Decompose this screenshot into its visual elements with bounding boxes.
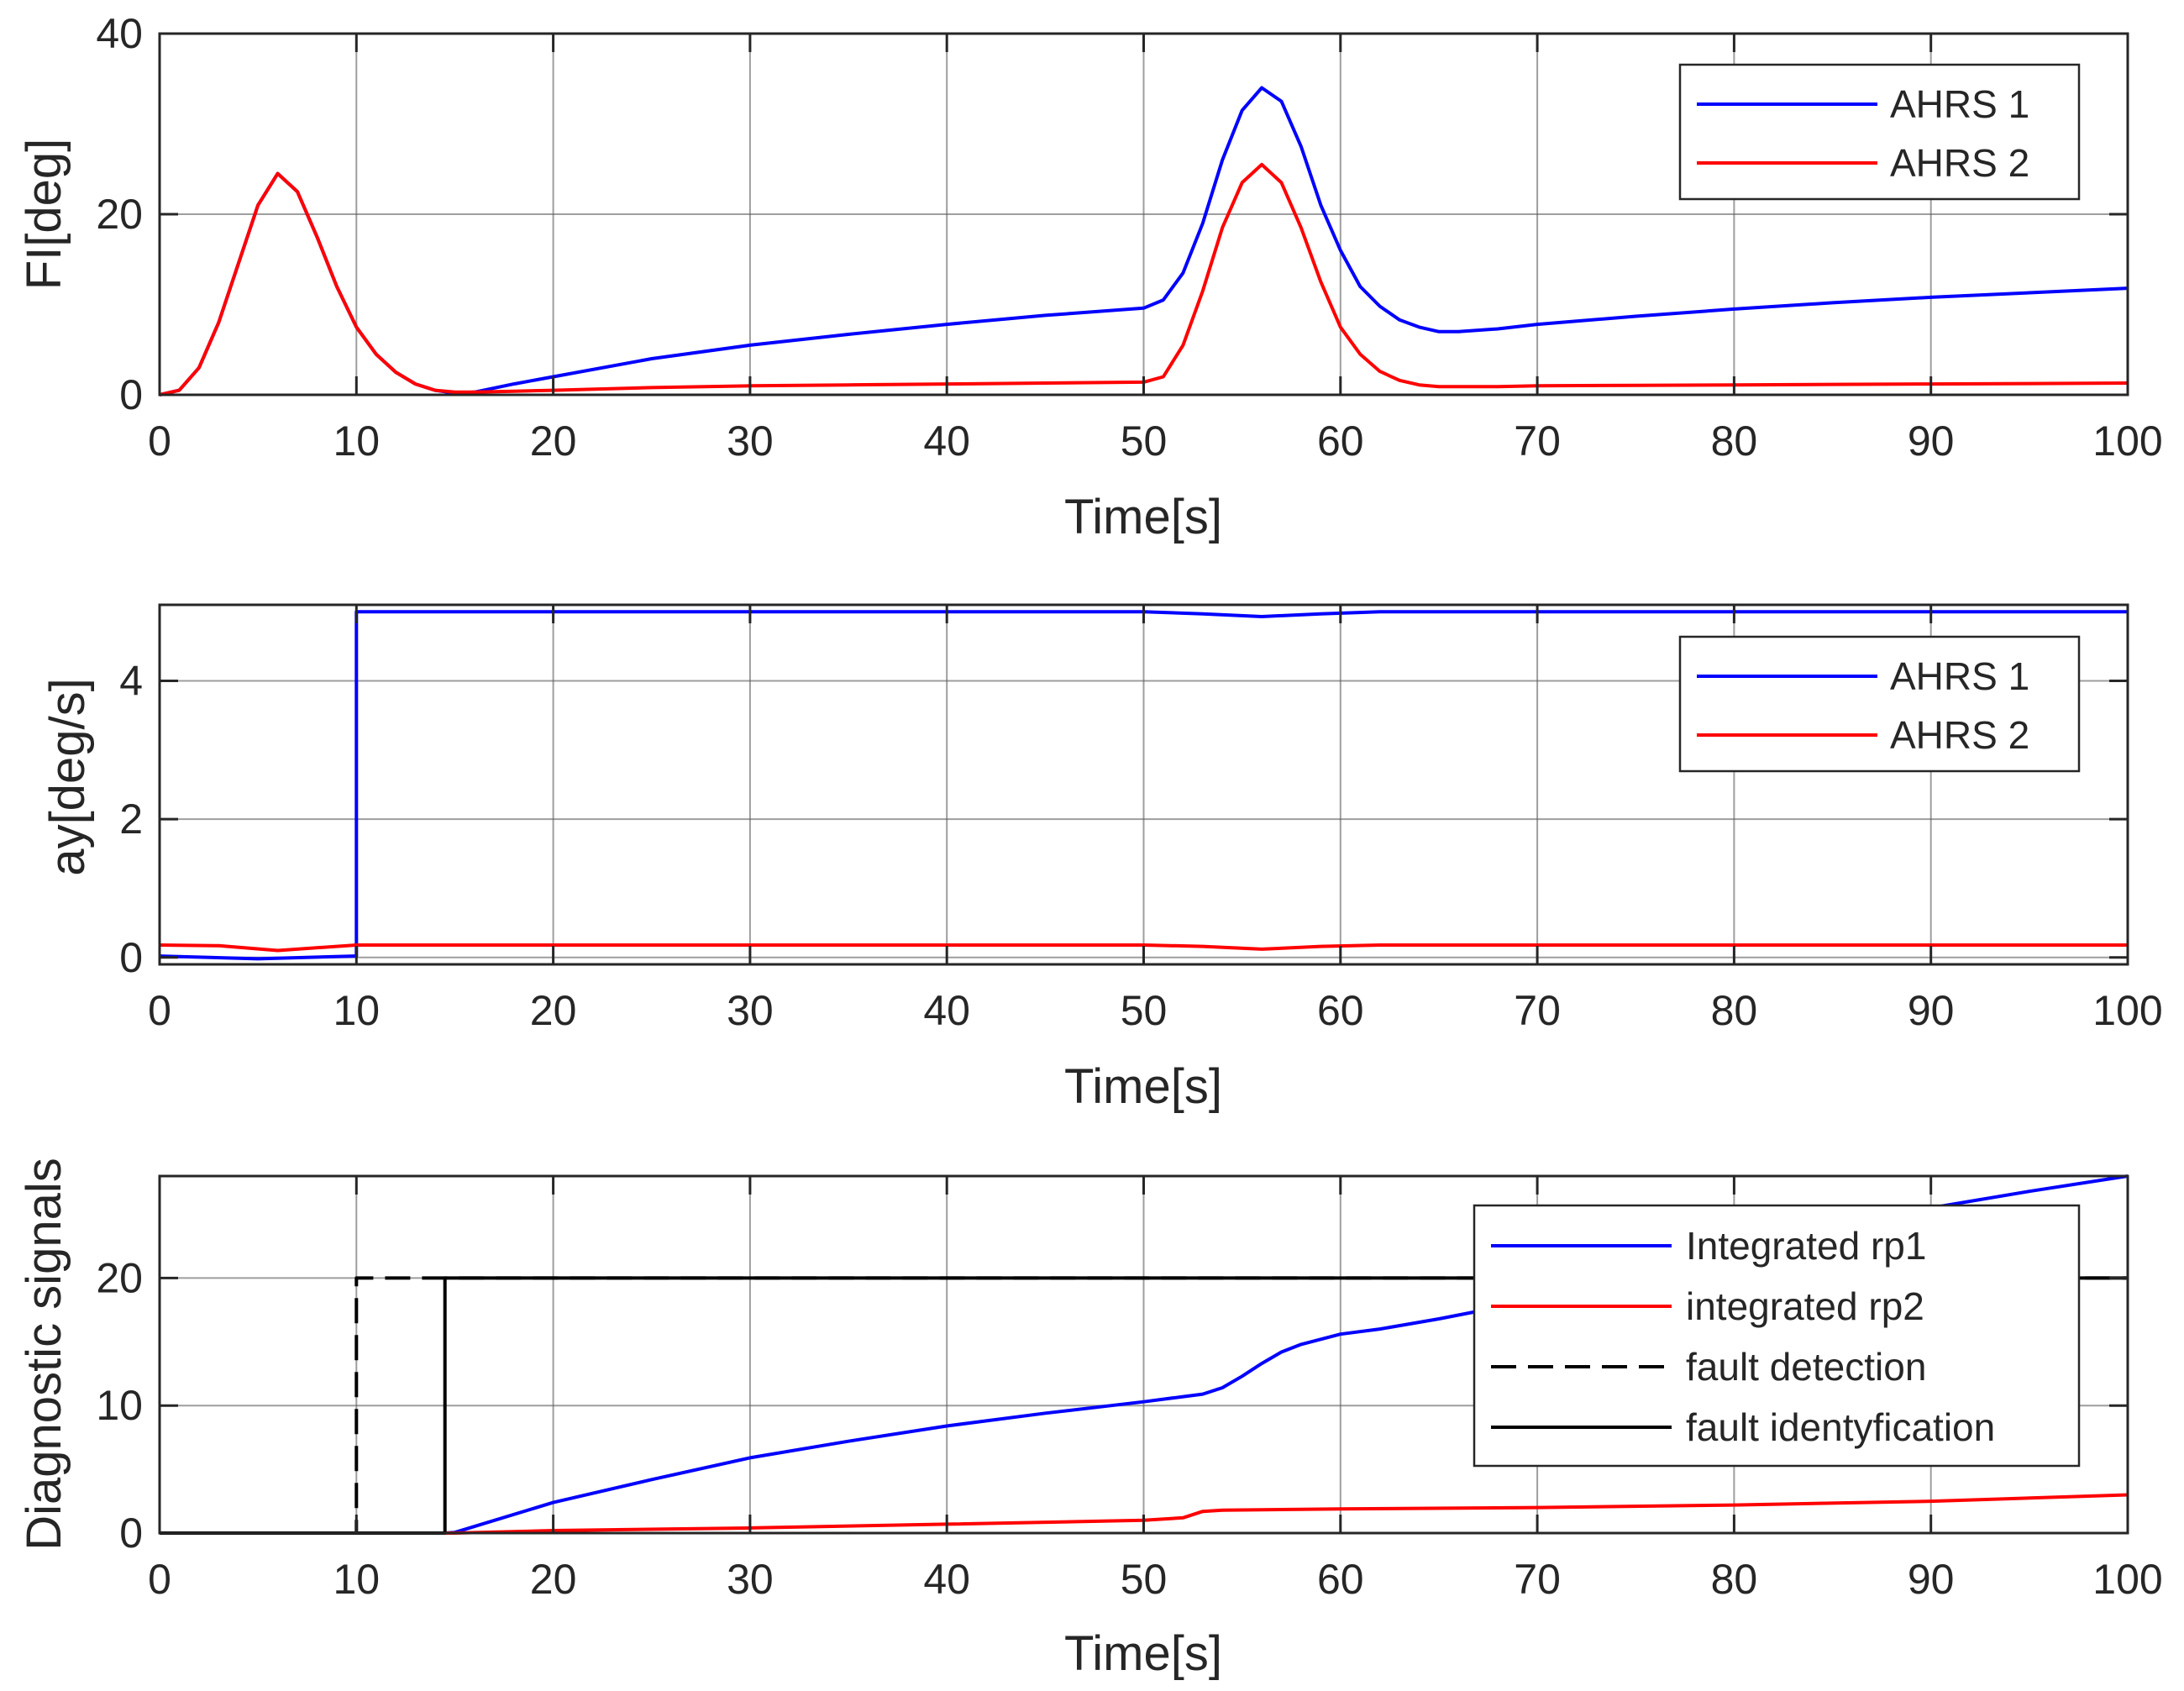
x-tick-label: 20 <box>530 1556 577 1603</box>
tick-marks <box>158 32 2129 396</box>
x-tick-label: 90 <box>1908 417 1955 465</box>
legend-label-ahrs1: AHRS 1 <box>1890 654 2029 698</box>
series-line-ahrs-2 <box>159 943 2128 953</box>
y-tick-label: 0 <box>119 1510 143 1557</box>
x-tick-label: 90 <box>1908 1556 1955 1603</box>
legend-box <box>1678 635 2081 773</box>
y-tick-labels: 0 20 40 <box>96 10 143 418</box>
y-tick-label: 0 <box>119 371 143 418</box>
x-axis-label: Time[s] <box>1064 1626 1222 1681</box>
x-tick-label: 30 <box>727 987 774 1034</box>
x-tick-label: 20 <box>530 417 577 465</box>
legend-label-ahrs1: AHRS 1 <box>1890 82 2029 126</box>
y-axis-label: FI[deg] <box>17 139 71 291</box>
legend-label-ahrs2: AHRS 2 <box>1890 713 2029 757</box>
y-tick-label: 0 <box>119 934 143 981</box>
x-axis-label: Time[s] <box>1064 1059 1222 1114</box>
y-tick-label: 20 <box>96 191 143 238</box>
x-tick-label: 100 <box>2092 987 2162 1034</box>
y-tick-label: 10 <box>96 1382 143 1429</box>
x-tick-label: 70 <box>1514 417 1561 465</box>
x-tick-label: 60 <box>1317 417 1364 465</box>
legend-label-fault-detection: fault detection <box>1686 1345 1926 1389</box>
legend-box <box>1678 63 2081 201</box>
legend: AHRS 1 AHRS 2 <box>1678 635 2081 773</box>
legend-label-ahrs2: AHRS 2 <box>1890 141 2029 185</box>
x-tick-label: 30 <box>727 1556 774 1603</box>
tick-marks <box>158 1176 2129 1535</box>
legend-label-rp1: Integrated rp1 <box>1686 1224 1926 1268</box>
panel-diagnostic: 0 10 20 30 40 50 60 70 80 90 100 0 10 20 Time[s] Dia… <box>17 1158 2163 1681</box>
legend-box <box>1473 1204 2081 1468</box>
legend-label-rp2: integrated rp2 <box>1686 1284 1924 1328</box>
x-tick-labels: 0 10 20 30 40 50 60 70 80 90 100 <box>148 1556 2163 1603</box>
x-tick-label: 0 <box>148 1556 171 1603</box>
x-tick-label: 0 <box>148 417 171 465</box>
legend: Integrated rp1 integrated rp2 fault dete… <box>1473 1204 2081 1468</box>
x-tick-label: 100 <box>2092 417 2162 465</box>
x-tick-label: 50 <box>1121 417 1168 465</box>
x-tick-label: 50 <box>1121 987 1168 1034</box>
y-tick-labels: 0 2 4 <box>119 658 143 981</box>
x-tick-labels: 0 10 20 30 40 50 60 70 80 90 100 <box>148 987 2163 1034</box>
x-tick-labels: 0 10 20 30 40 50 60 70 80 90 100 <box>148 417 2163 465</box>
x-tick-label: 10 <box>333 1556 380 1603</box>
x-tick-label: 80 <box>1711 417 1758 465</box>
series-group <box>159 610 2128 961</box>
x-tick-label: 50 <box>1121 1556 1168 1603</box>
x-tick-label: 40 <box>923 987 970 1034</box>
x-tick-label: 10 <box>333 987 380 1034</box>
x-tick-label: 100 <box>2092 1556 2162 1603</box>
y-tick-label: 2 <box>119 796 143 843</box>
x-tick-label: 40 <box>923 1556 970 1603</box>
x-tick-label: 80 <box>1711 1556 1758 1603</box>
y-tick-label: 20 <box>96 1254 143 1301</box>
x-tick-label: 60 <box>1317 1556 1364 1603</box>
x-tick-label: 40 <box>923 417 970 465</box>
y-tick-label: 4 <box>119 658 143 705</box>
x-tick-label: 30 <box>727 417 774 465</box>
tick-marks <box>158 605 2129 964</box>
x-tick-label: 70 <box>1514 1556 1561 1603</box>
y-tick-labels: 0 10 20 <box>96 1254 143 1557</box>
x-tick-label: 90 <box>1908 987 1955 1034</box>
panel-ay: 0 10 20 30 40 50 60 70 80 90 100 0 2 4 Time[s] ay[de… <box>40 603 2163 1114</box>
x-tick-label: 10 <box>333 417 380 465</box>
y-tick-label: 40 <box>96 10 143 57</box>
x-tick-label: 80 <box>1711 987 1758 1034</box>
x-tick-label: 20 <box>530 987 577 1034</box>
legend-label-fault-identification: fault identyfication <box>1686 1405 1995 1449</box>
x-axis-label: Time[s] <box>1064 490 1222 544</box>
x-tick-label: 60 <box>1317 987 1364 1034</box>
series-line-ahrs-1 <box>159 610 2128 961</box>
x-tick-label: 70 <box>1514 987 1561 1034</box>
legend: AHRS 1 AHRS 2 <box>1678 63 2081 201</box>
panel-fi: 0 10 20 30 40 50 60 70 80 90 100 0 20 40 Time[s] FI[… <box>17 10 2163 544</box>
y-axis-label: Diagnostic signals <box>17 1158 71 1550</box>
x-tick-label: 0 <box>148 987 171 1034</box>
y-axis-label: ay[deg/s] <box>40 678 95 875</box>
